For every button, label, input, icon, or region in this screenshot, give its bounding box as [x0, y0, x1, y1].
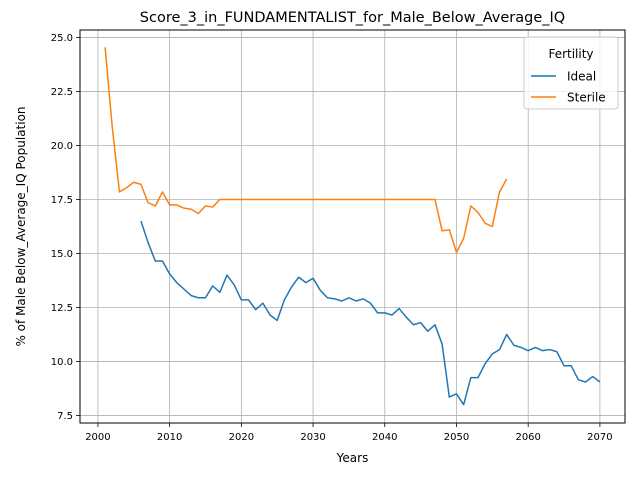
y-tick-label: 12.5 [51, 303, 73, 314]
x-tick-label: 2030 [300, 432, 325, 443]
legend-label-sterile: Sterile [567, 91, 606, 105]
legend: Fertility Ideal Sterile [523, 36, 619, 110]
x-tick-label: 2040 [372, 432, 397, 443]
y-tick-label: 15.0 [51, 249, 73, 260]
x-tick-label: 2070 [587, 432, 612, 443]
x-tick-label: 2060 [515, 432, 540, 443]
series-layer [104, 47, 601, 406]
y-tick-label: 17.5 [51, 195, 73, 206]
series-line-sterile [104, 47, 508, 254]
y-tick-label: 20.0 [51, 141, 73, 152]
tick-layer: 2000 2010 2020 2030 2040 2050 2060 2070 7.5 10.0 1… [51, 33, 613, 443]
legend-box [523, 36, 619, 110]
chart-title: Score_3_in_FUNDAMENTALIST_for_Male_Below… [140, 10, 565, 26]
series-line-ideal [140, 220, 601, 406]
y-tick-label: 22.5 [51, 87, 73, 98]
x-tick-label: 2020 [229, 432, 254, 443]
y-axis-label: % of Male Below_Average_IQ Population [14, 106, 28, 346]
x-axis-label: Years [336, 451, 369, 465]
legend-title: Fertility [548, 47, 593, 61]
x-tick-label: 2010 [157, 432, 182, 443]
y-tick-label: 7.5 [57, 411, 73, 422]
legend-label-ideal: Ideal [567, 70, 596, 84]
x-tick-label: 2050 [444, 432, 469, 443]
plot-frame [79, 29, 626, 424]
y-tick-label: 25.0 [51, 33, 73, 44]
y-tick-label: 10.0 [51, 357, 73, 368]
x-tick-label: 2000 [85, 432, 110, 443]
